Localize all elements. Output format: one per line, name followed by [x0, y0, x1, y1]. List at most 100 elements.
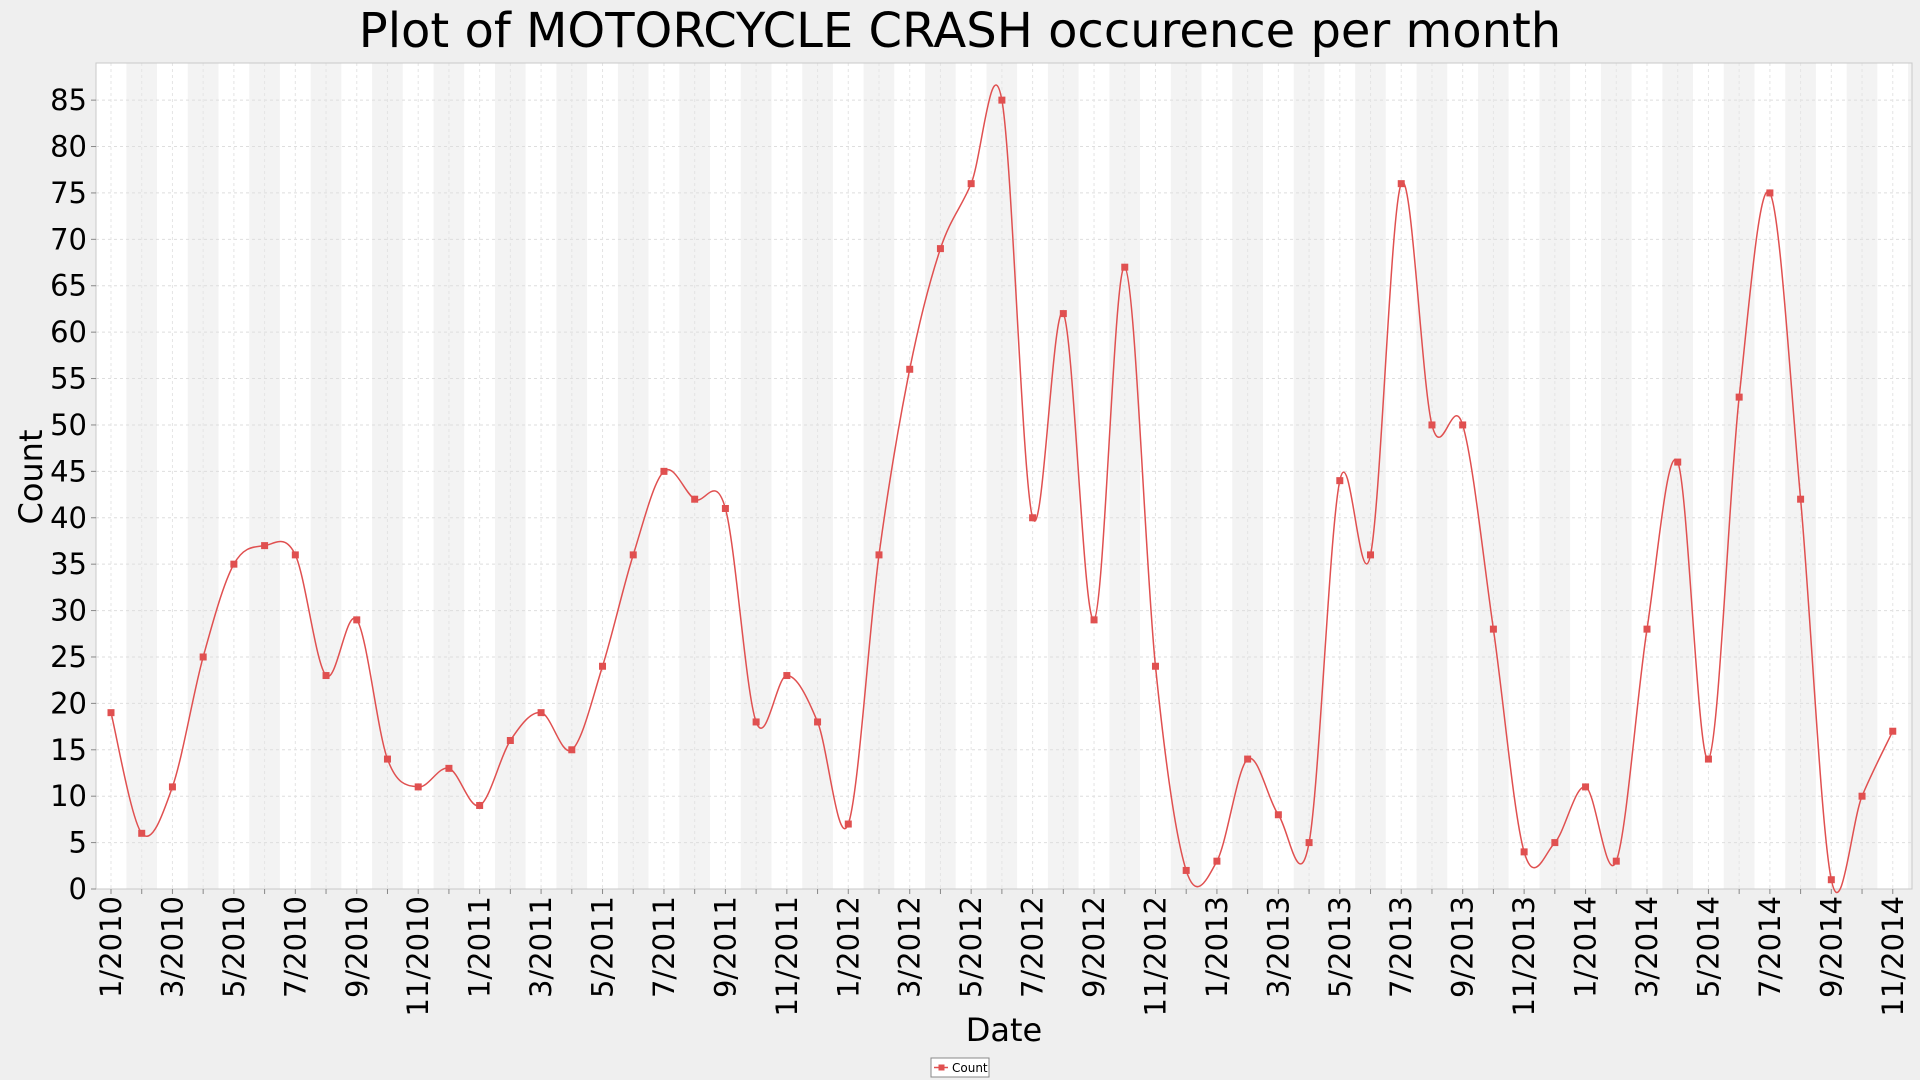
data-point — [936, 245, 944, 253]
y-tick-label: 35 — [50, 547, 87, 581]
x-tick-label: 1/2013 — [1200, 896, 1234, 998]
data-point — [568, 746, 576, 754]
data-point — [1827, 876, 1835, 884]
data-point — [383, 755, 391, 763]
data-point — [1182, 866, 1190, 874]
x-tick-label: 3/2013 — [1261, 896, 1295, 998]
month-band — [925, 63, 956, 889]
x-tick-label: 3/2012 — [893, 896, 927, 998]
data-point — [476, 801, 484, 809]
month-band — [587, 63, 618, 889]
data-point — [322, 672, 330, 680]
month-band — [1293, 63, 1325, 889]
data-point — [1766, 189, 1774, 197]
x-tick-label: 3/2014 — [1630, 896, 1664, 998]
month-band — [1478, 63, 1509, 889]
data-point — [414, 783, 422, 791]
month-band — [249, 63, 280, 889]
x-tick-label: 3/2010 — [155, 896, 189, 998]
month-band — [1047, 63, 1079, 889]
data-point — [1213, 857, 1221, 865]
month-band — [955, 63, 987, 889]
y-tick-label: 50 — [50, 408, 87, 442]
month-band — [1785, 63, 1816, 889]
month-band — [433, 63, 465, 889]
legend: Count — [930, 1057, 990, 1078]
data-point — [1336, 477, 1344, 485]
data-point — [1674, 458, 1682, 466]
month-band — [157, 63, 188, 889]
month-band — [341, 63, 373, 889]
y-axis: 0 5 10 15 20 25 30 35 40 45 50 55 60 65 70 75 80 85 — [50, 83, 96, 906]
data-point — [1274, 811, 1282, 819]
month-band — [464, 63, 495, 889]
x-tick-label: 1/2011 — [463, 896, 497, 998]
data-point — [1489, 625, 1497, 633]
month-band — [771, 63, 803, 889]
plot-border — [95, 62, 1913, 890]
data-point — [1612, 857, 1620, 865]
month-band — [832, 63, 864, 889]
data-point — [261, 542, 269, 550]
month-band — [1908, 63, 1912, 889]
x-tick-label: 11/2012 — [1138, 896, 1172, 1016]
x-tick-label: 9/2010 — [340, 896, 374, 998]
month-band — [617, 63, 649, 889]
month-band — [402, 63, 434, 889]
data-point — [537, 709, 545, 717]
data-point — [353, 616, 361, 624]
data-point — [721, 504, 729, 512]
month-band — [1662, 63, 1694, 889]
x-tick-label: 1/2014 — [1569, 896, 1603, 998]
y-tick-label: 55 — [50, 362, 87, 396]
month-band — [1263, 63, 1294, 889]
x-tick-label: 11/2014 — [1876, 896, 1910, 1016]
month-band — [495, 63, 526, 889]
data-point — [168, 783, 176, 791]
month-band — [1078, 63, 1110, 889]
x-tick-label: 9/2011 — [708, 896, 742, 998]
month-band — [986, 63, 1018, 889]
x-tick-label: 5/2012 — [954, 896, 988, 998]
month-band — [740, 63, 772, 889]
data-point — [1397, 180, 1405, 188]
month-band — [126, 63, 158, 889]
month-band — [1570, 63, 1601, 889]
data-point — [1151, 662, 1159, 670]
data-point — [998, 96, 1006, 104]
data-point — [844, 820, 852, 828]
data-point — [107, 709, 115, 717]
month-band — [1508, 63, 1540, 889]
y-axis-title: Count — [12, 429, 50, 524]
data-point — [1459, 421, 1467, 429]
month-band — [1416, 63, 1448, 889]
x-tick-label: 7/2011 — [647, 896, 681, 998]
x-tick-label: 5/2014 — [1691, 896, 1725, 998]
month-band — [1693, 63, 1724, 889]
y-tick-label: 40 — [50, 501, 87, 535]
month-band — [894, 63, 926, 889]
data-point — [1889, 727, 1897, 735]
data-point — [291, 551, 299, 559]
y-tick-label: 30 — [50, 594, 87, 628]
data-point — [691, 495, 699, 503]
legend-box — [930, 1057, 990, 1078]
legend-label: Count — [952, 1061, 988, 1075]
data-point — [1551, 839, 1559, 847]
month-band — [1846, 63, 1878, 889]
month-band — [218, 63, 250, 889]
y-tick-label: 25 — [50, 640, 87, 674]
chart-title: Plot of MOTORCYCLE CRASH occurence per m… — [359, 3, 1561, 59]
data-point — [1643, 625, 1651, 633]
data-point — [1735, 393, 1743, 401]
data-point — [752, 718, 760, 726]
y-tick-label: 20 — [50, 686, 87, 720]
month-band — [96, 63, 127, 889]
data-point — [1797, 495, 1805, 503]
x-tick-label: 11/2011 — [770, 896, 804, 1016]
data-point — [445, 764, 453, 772]
month-band — [1232, 63, 1263, 889]
month-band — [1631, 63, 1663, 889]
month-band — [1723, 63, 1755, 889]
